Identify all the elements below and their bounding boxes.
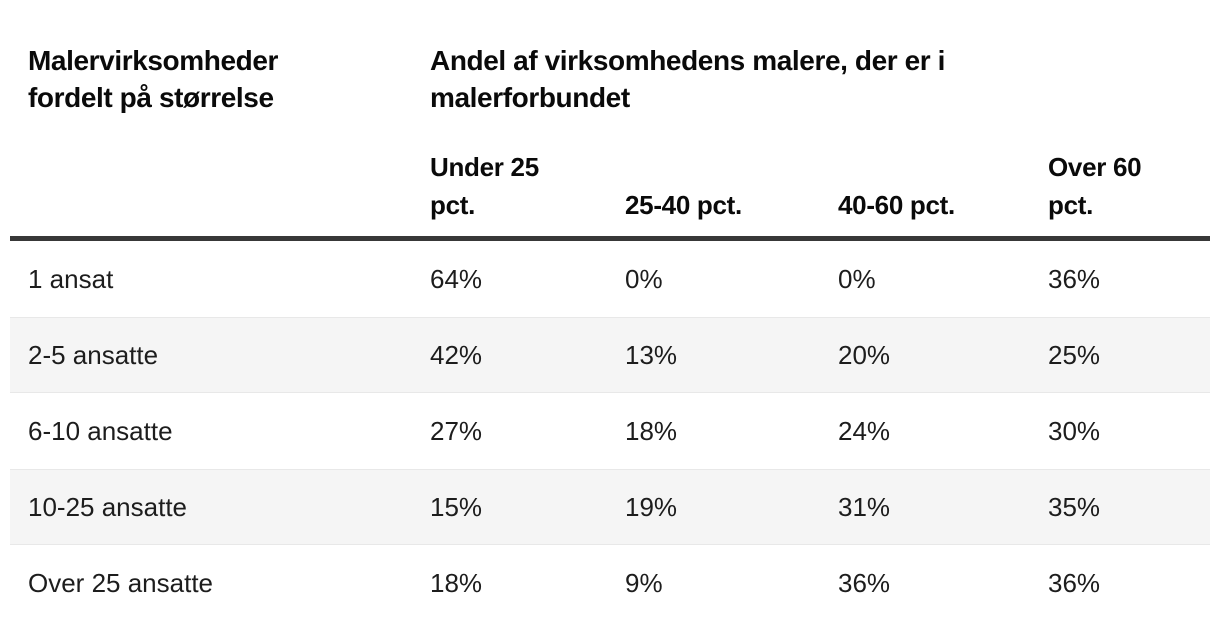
title-row: Malervirksomheder fordelt på størrelse A…	[10, 42, 1210, 116]
value-cell: 25%	[1048, 339, 1101, 370]
value-cell: 36%	[1048, 263, 1101, 294]
table-row: 10-25 ansatte 15% 19% 31% 35%	[10, 469, 1210, 545]
value-cell: 18%	[430, 567, 483, 598]
row-label: 10-25 ansatte	[28, 491, 188, 522]
value-cell: 24%	[838, 415, 891, 446]
row-label: 2-5 ansatte	[28, 339, 159, 370]
value-cell: 19%	[625, 491, 678, 522]
table-row: Over 25 ansatte 18% 9% 36% 36%	[10, 545, 1210, 621]
value-cell: 30%	[1048, 415, 1101, 446]
table-row: 1 ansat 64% 0% 0% 36%	[10, 241, 1210, 317]
value-cell: 35%	[1048, 491, 1101, 522]
value-cell: 0%	[625, 263, 663, 294]
value-cell: 31%	[838, 491, 891, 522]
value-cell: 36%	[838, 567, 891, 598]
value-cell: 27%	[430, 415, 483, 446]
row-label: 1 ansat	[28, 263, 114, 294]
value-cell: 0%	[838, 263, 876, 294]
table-row: 2-5 ansatte 42% 13% 20% 25%	[10, 317, 1210, 393]
value-cell: 64%	[430, 263, 483, 294]
value-cell: 13%	[625, 339, 678, 370]
value-cell: 36%	[1048, 567, 1101, 598]
value-cell: 15%	[430, 491, 483, 522]
value-cell: 18%	[625, 415, 678, 446]
column-dimension-title: Andel af virksomhedens malere, der er i …	[430, 45, 946, 113]
column-header-25-40-pct: 25-40 pct.	[625, 190, 742, 220]
column-header-40-60-pct: 40-60 pct.	[838, 190, 955, 220]
column-header-row: Under 25 pct. 25-40 pct. 40-60 pct. Over…	[10, 148, 1210, 224]
row-label: 6-10 ansatte	[28, 415, 173, 446]
value-cell: 20%	[838, 339, 891, 370]
row-label: Over 25 ansatte	[28, 567, 213, 598]
row-dimension-title: Malervirksomheder fordelt på størrelse	[28, 45, 278, 113]
column-header-over-60-pct: Over 60 pct.	[1048, 152, 1142, 220]
value-cell: 9%	[625, 567, 663, 598]
value-cell: 42%	[430, 339, 483, 370]
table-sheet: Malervirksomheder fordelt på størrelse A…	[10, 0, 1210, 621]
header-rule	[10, 236, 1210, 241]
column-header-under-25-pct: Under 25 pct.	[430, 152, 539, 220]
table-row: 6-10 ansatte 27% 18% 24% 30%	[10, 393, 1210, 469]
